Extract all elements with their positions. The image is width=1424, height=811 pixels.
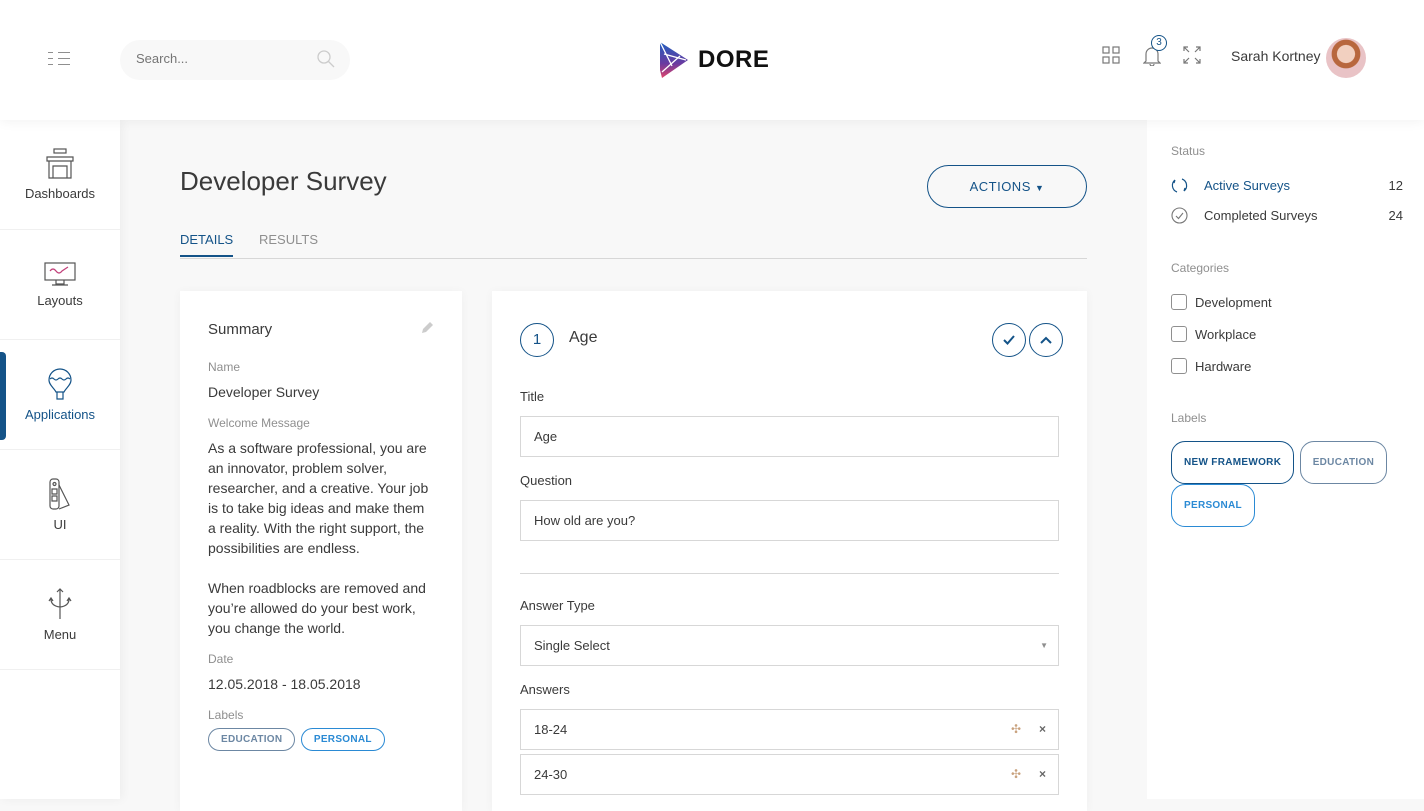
- question-number: 1: [520, 323, 554, 357]
- user-avatar[interactable]: [1326, 38, 1366, 78]
- divider: [520, 573, 1059, 574]
- tab-results[interactable]: RESULTS: [259, 232, 318, 247]
- welcome-message-p1: As a software professional, you are an i…: [208, 440, 429, 556]
- tag-new-framework[interactable]: NEW FRAMEWORK: [1171, 441, 1295, 484]
- date-label: Date: [208, 652, 234, 666]
- question-card: 1 Age Title Age Question How old are you…: [492, 291, 1087, 811]
- question-label: Question: [520, 473, 573, 488]
- checkbox[interactable]: [1171, 326, 1187, 342]
- title-input[interactable]: Age: [520, 416, 1059, 457]
- sidebar-item-menu[interactable]: Menu: [0, 560, 120, 670]
- answer-type-select[interactable]: Single Select ▼: [520, 625, 1059, 666]
- monitor-icon: [44, 262, 76, 286]
- tabs: DETAILS RESULTS: [180, 232, 1087, 259]
- answer-type-label: Answer Type: [520, 598, 595, 613]
- title-label: Title: [520, 389, 545, 404]
- sidebar-item-label: Dashboards: [24, 186, 96, 201]
- answer-value: 18-24: [534, 722, 568, 737]
- drag-move-icon[interactable]: ✣: [1010, 767, 1021, 781]
- search-input[interactable]: [136, 51, 306, 66]
- balloon-icon: [48, 368, 72, 400]
- categories-heading: Categories: [1171, 261, 1230, 275]
- menu-toggle-icon[interactable]: [48, 52, 72, 66]
- right-filter-panel: Status Active Surveys 12 Completed Survey…: [1147, 120, 1424, 799]
- notification-count-badge: 3: [1151, 35, 1167, 51]
- answers-label: Answers: [520, 682, 570, 697]
- welcome-message-p2: When roadblocks are removed and you’re a…: [208, 580, 426, 636]
- status-completed-surveys[interactable]: Completed Surveys 24: [1171, 207, 1403, 224]
- collapse-button[interactable]: [1029, 323, 1063, 357]
- main-sidebar: Dashboards Layouts Applications UI Menu: [0, 120, 120, 799]
- category-label: Workplace: [1195, 326, 1257, 342]
- checkbox[interactable]: [1171, 358, 1187, 374]
- drag-move-icon[interactable]: ✣: [1010, 722, 1021, 736]
- sidebar-item-label: Menu: [43, 627, 77, 642]
- name-label: Name: [208, 360, 241, 374]
- sidebar-item-applications[interactable]: Applications: [0, 340, 120, 450]
- sidebar-item-dashboards[interactable]: Dashboards: [0, 120, 120, 230]
- category-checkbox-development[interactable]: Development: [1171, 294, 1403, 310]
- page-title: Developer Survey: [180, 166, 387, 196]
- trident-icon: [48, 588, 72, 619]
- question-input[interactable]: How old are you?: [520, 500, 1059, 541]
- status-label: Active Surveys: [1204, 178, 1290, 193]
- status-heading: Status: [1171, 144, 1206, 158]
- check-circle-icon: [1171, 207, 1188, 224]
- refresh-icon: [1171, 178, 1188, 193]
- sidebar-item-layouts[interactable]: Layouts: [0, 230, 120, 340]
- answer-row[interactable]: 18-24 ✣ ×: [520, 709, 1059, 750]
- question-title: Age: [569, 329, 598, 346]
- checkbox[interactable]: [1171, 294, 1187, 310]
- welcome-label: Welcome Message: [208, 416, 310, 430]
- tag-personal[interactable]: PERSONAL: [1171, 484, 1255, 527]
- status-count: 12: [1388, 178, 1403, 193]
- category-label: Hardware: [1195, 358, 1252, 374]
- check-icon: [1003, 335, 1015, 345]
- status-active-surveys[interactable]: Active Surveys 12: [1171, 177, 1403, 194]
- palette-icon: [49, 478, 70, 510]
- answer-row[interactable]: 24-30 ✣ ×: [520, 754, 1059, 795]
- category-checkbox-workplace[interactable]: Workplace: [1171, 326, 1403, 342]
- status-label: Completed Surveys: [1204, 208, 1318, 223]
- user-name[interactable]: Sarah Kortney: [1231, 48, 1321, 64]
- edit-pencil-icon[interactable]: [420, 321, 434, 335]
- shop-icon: [46, 148, 74, 179]
- sidebar-item-label: Applications: [24, 407, 96, 422]
- actions-label: ACTIONS: [969, 179, 1031, 194]
- sidebar-item-label: UI: [53, 517, 67, 532]
- tab-details[interactable]: DETAILS: [180, 232, 234, 257]
- date-value: 12.05.2018 - 18.05.2018: [208, 676, 361, 692]
- name-value: Developer Survey: [208, 384, 320, 400]
- tag-education[interactable]: EDUCATION: [1299, 441, 1388, 484]
- logo-text: DORE: [698, 46, 770, 73]
- status-count: 24: [1388, 208, 1403, 223]
- summary-card: Summary Name Developer Survey Welcome Me…: [180, 291, 462, 811]
- logo-icon: [659, 42, 688, 78]
- answer-value: 24-30: [534, 767, 568, 782]
- search-icon[interactable]: [316, 49, 336, 69]
- search-box: [120, 40, 350, 80]
- remove-icon[interactable]: ×: [1038, 767, 1046, 781]
- answer-type-value: Single Select: [534, 638, 610, 653]
- category-label: Development: [1195, 294, 1272, 310]
- actions-dropdown-button[interactable]: ACTIONS ▼: [927, 165, 1087, 208]
- category-checkbox-hardware[interactable]: Hardware: [1171, 358, 1403, 374]
- chevron-up-icon: [1040, 336, 1052, 344]
- caret-down-icon: ▼: [1040, 641, 1048, 650]
- summary-heading: Summary: [208, 321, 273, 338]
- tag-personal[interactable]: PERSONAL: [300, 728, 385, 751]
- tag-education[interactable]: EDUCATION: [208, 728, 296, 751]
- remove-icon[interactable]: ×: [1038, 722, 1046, 736]
- labels-label: Labels: [208, 708, 244, 722]
- fullscreen-icon[interactable]: [1183, 46, 1201, 64]
- caret-down-icon: ▼: [1035, 183, 1045, 193]
- sidebar-item-label: Layouts: [37, 293, 83, 308]
- sidebar-item-ui[interactable]: UI: [0, 450, 120, 560]
- apps-grid-icon[interactable]: [1102, 46, 1120, 64]
- top-navbar: DORE 3 Sarah Kortney: [0, 0, 1424, 120]
- confirm-button[interactable]: [992, 323, 1026, 357]
- logo[interactable]: DORE: [658, 42, 769, 78]
- labels-heading: Labels: [1171, 411, 1207, 425]
